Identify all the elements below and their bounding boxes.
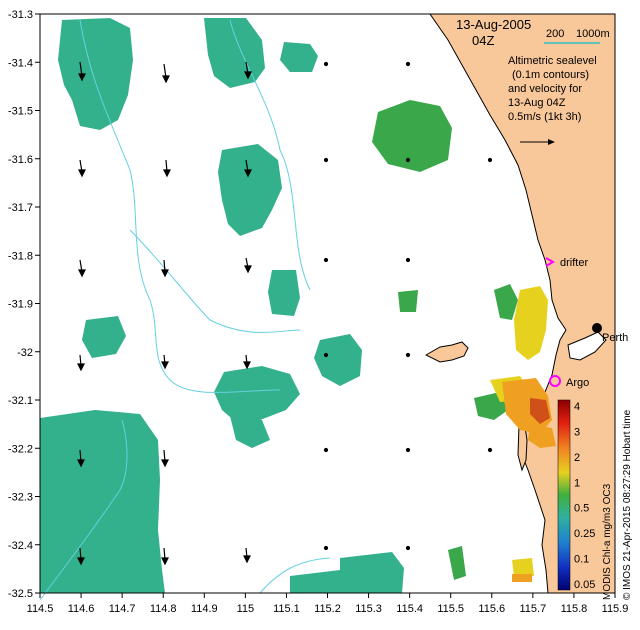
x-tick-label: 115: [237, 603, 255, 615]
scale-label-1000m: 1000m: [576, 28, 610, 40]
x-tick-label: 114.9: [191, 603, 218, 615]
x-tick-label: 115.3: [355, 603, 382, 615]
x-tick-label: 115.9: [602, 603, 629, 615]
y-tick-label: -31.4: [8, 57, 33, 69]
y-tick-label: -32: [17, 347, 33, 359]
x-tick-label: 115.5: [437, 603, 464, 615]
sealevel-contours: [39, 19, 331, 601]
argo-label: Argo: [566, 377, 589, 389]
legend-line: 13-Aug 04Z: [508, 97, 566, 109]
legend-line: and velocity for: [508, 83, 582, 95]
map-date: 13-Aug-2005: [456, 17, 531, 32]
y-tick-label: -32.4: [8, 540, 33, 552]
colorbar-tick-label: 3: [574, 426, 580, 438]
colorbar-tick-label: 0.05: [574, 579, 595, 591]
chlorophyll-high: [490, 286, 556, 582]
y-tick-label: -32.3: [8, 492, 33, 504]
legend-text: Altimetric sealevel (0.1m contours) and …: [508, 55, 597, 123]
legend-line: Altimetric sealevel: [508, 55, 597, 67]
x-tick-label: 115.8: [561, 603, 588, 615]
y-tick-label: -32.5: [8, 588, 33, 600]
perth-marker: [592, 323, 602, 333]
legend-line: 0.5m/s (1kt 3h): [508, 111, 581, 123]
legend-line: (0.1m contours): [512, 69, 589, 81]
y-tick-label: -31.3: [8, 9, 33, 21]
colorbar-tick-label: 0.5: [574, 503, 589, 515]
colorbar: 4 3 2 1 0.5 0.25 0.1 0.05: [557, 399, 595, 591]
river-estuary: [567, 331, 607, 361]
colorbar-tick-label: 1: [574, 477, 580, 489]
y-axis: -31.3 -31.4 -31.5 -31.6 -31.7 -31.8 -31.9 -32 -3…: [8, 9, 40, 600]
velocity-arrows: [77, 61, 493, 566]
colorbar-tick-label: 4: [574, 401, 580, 413]
arrow-head-icon: [548, 139, 555, 145]
y-tick-label: -31.5: [8, 106, 33, 118]
scale-label-200: 200: [546, 28, 564, 40]
y-tick-label: -31.8: [8, 250, 33, 262]
colorbar-tick-label: 0.1: [574, 554, 589, 566]
credit-text: © IMOS 21-Apr-2015 08:27:29 Hobart time: [622, 409, 633, 600]
colorbar-tick-label: 2: [574, 452, 580, 464]
x-tick-label: 115.4: [396, 603, 423, 615]
x-tick-label: 114.6: [68, 603, 95, 615]
y-tick-label: -31.6: [8, 154, 33, 166]
drifter-label: drifter: [560, 257, 588, 269]
x-axis: 114.5 114.6 114.7 114.8 114.9 115 115.1 115.2 11…: [27, 593, 629, 615]
plot-area: [39, 13, 616, 601]
colorbar-title: MODIS Chl-a mg/m3 OC3: [602, 483, 613, 600]
y-tick-label: -32.2: [8, 443, 33, 455]
x-tick-label: 114.8: [150, 603, 177, 615]
perth-label: Perth: [602, 332, 628, 344]
colorbar-tick-label: 0.25: [574, 528, 595, 540]
x-tick-label: 115.1: [273, 603, 300, 615]
x-tick-label: 115.6: [478, 603, 505, 615]
drifter-marker: [545, 257, 556, 267]
x-tick-label: 115.7: [519, 603, 546, 615]
y-tick-label: -32.1: [8, 395, 33, 407]
chlorophyll-green: [372, 100, 518, 580]
argo-marker: [549, 375, 561, 387]
x-tick-label: 114.5: [27, 603, 54, 615]
y-tick-label: -31.7: [8, 202, 33, 214]
x-tick-label: 115.2: [314, 603, 341, 615]
y-tick-label: -31.9: [8, 299, 33, 311]
island: [424, 341, 469, 363]
map-time: 04Z: [472, 33, 494, 48]
chlorophyll-patches: [40, 18, 404, 593]
x-tick-label: 114.7: [109, 603, 136, 615]
